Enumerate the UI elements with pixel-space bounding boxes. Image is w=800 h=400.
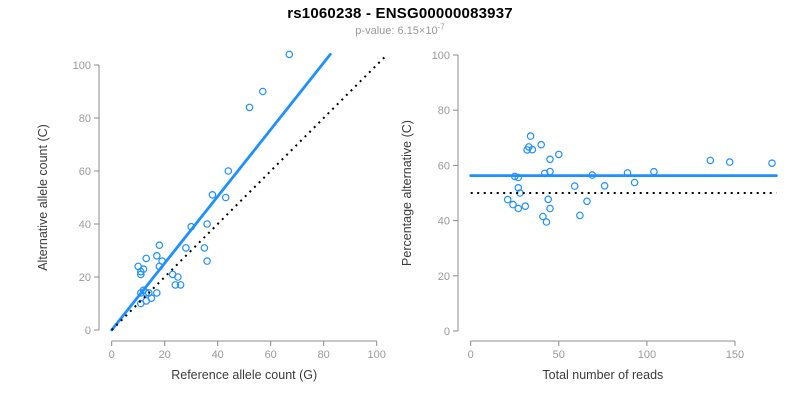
y-tick-label: 20 — [79, 272, 91, 284]
data-point — [137, 270, 145, 279]
x-tick-label: 100 — [638, 349, 656, 361]
data-point — [208, 191, 217, 199]
data-point — [526, 132, 535, 140]
x-tick-label: 40 — [212, 349, 224, 361]
data-point — [546, 204, 554, 213]
x-tick-label: 150 — [726, 349, 744, 361]
data-point — [137, 299, 145, 308]
data-point — [224, 167, 233, 175]
data-point — [203, 220, 211, 228]
data-point — [583, 197, 591, 206]
data-point — [142, 254, 151, 263]
data-point — [176, 281, 185, 289]
y-tick-label: 80 — [79, 113, 91, 125]
y-axis-title: Alternative allele count (C) — [36, 124, 50, 271]
data-point — [523, 146, 531, 154]
y-tick-label: 60 — [438, 160, 450, 172]
data-point — [630, 178, 639, 187]
x-tick-label: 20 — [159, 349, 171, 361]
data-point — [650, 167, 658, 176]
x-tick-label: 0 — [468, 349, 474, 361]
data-point — [554, 150, 563, 159]
data-point — [537, 140, 546, 149]
y-axis-title: Percentage alternative (C) — [400, 120, 414, 266]
data-points — [134, 50, 294, 308]
x-axis — [470, 340, 736, 346]
data-point — [514, 204, 523, 213]
p-value-subtitle: p-value: 6.15×10-7 — [0, 22, 800, 37]
data-point — [155, 241, 164, 250]
fitted-line — [110, 53, 332, 332]
y-axis — [94, 64, 100, 331]
data-point — [137, 267, 145, 276]
y-tick-label: 100 — [73, 60, 91, 72]
data-point — [245, 103, 254, 112]
y-tick-label: 60 — [79, 166, 91, 178]
data-point — [725, 158, 734, 166]
data-point — [576, 211, 584, 220]
x-tick-label: 50 — [553, 349, 565, 361]
x-tick-label: 0 — [109, 349, 115, 361]
percentage-vs-reads-panel: 0 50 100 150 0 20 40 60 80 100 Total number of rea… — [400, 50, 778, 382]
data-point — [542, 218, 551, 226]
figure-header: rs1060238 - ENSG00000083937 p-value: 6.1… — [0, 5, 800, 37]
y-tick-label: 0 — [85, 325, 91, 337]
data-point — [258, 87, 267, 96]
x-axis-title: Reference allele count (G) — [171, 368, 317, 382]
y-tick-label: 40 — [79, 219, 91, 231]
data-point — [503, 195, 512, 204]
data-point — [153, 252, 161, 260]
data-point — [200, 244, 209, 252]
p-value-text: p-value: 6.15×10 — [355, 25, 438, 37]
y-tick-label: 20 — [438, 271, 450, 283]
data-point — [600, 182, 609, 190]
x-axis — [111, 340, 378, 346]
data-point — [285, 50, 294, 59]
data-point — [539, 212, 547, 221]
y-axis — [453, 54, 459, 332]
data-point — [514, 184, 523, 192]
data-points — [503, 132, 776, 226]
y-tick-label: 0 — [444, 326, 450, 338]
data-point — [546, 155, 554, 164]
data-point — [570, 182, 579, 190]
x-axis-title: Total number of reads — [542, 368, 663, 382]
x-tick-label: 100 — [368, 349, 386, 361]
allele-counts-panel: 0 20 40 60 80 100 0 20 40 60 80 100 Reference allele… — [36, 50, 389, 382]
data-point — [203, 257, 211, 265]
data-point — [706, 156, 715, 165]
data-point — [174, 273, 182, 281]
x-tick-label: 80 — [318, 349, 330, 361]
data-point — [544, 195, 553, 204]
data-point — [221, 193, 230, 202]
data-point — [768, 159, 776, 168]
data-point — [153, 289, 161, 297]
data-point — [521, 202, 530, 211]
identity-line — [110, 53, 389, 331]
y-tick-label: 80 — [438, 105, 450, 117]
y-tick-label: 40 — [438, 216, 450, 228]
y-tick-label: 100 — [432, 50, 450, 62]
data-point — [171, 281, 180, 289]
x-tick-label: 60 — [265, 349, 277, 361]
p-value-exponent: -7 — [437, 22, 445, 32]
data-point — [509, 200, 517, 209]
page-title: rs1060238 - ENSG00000083937 — [287, 5, 513, 22]
data-point — [182, 244, 190, 252]
